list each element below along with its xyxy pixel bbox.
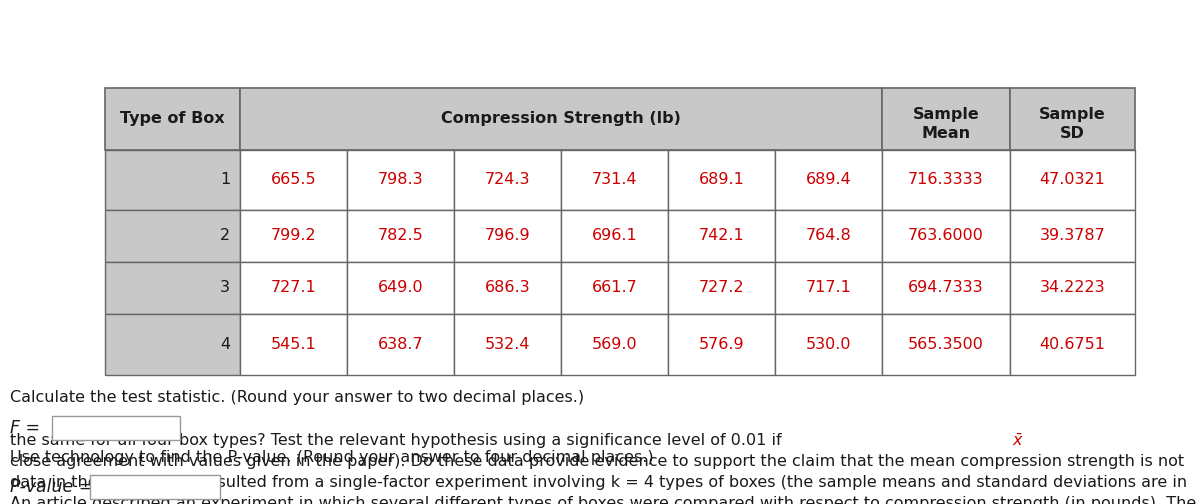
Text: 576.9: 576.9 [698, 337, 744, 352]
Text: 763.6000: 763.6000 [908, 228, 984, 243]
Bar [106, 150, 240, 210]
Text: 796.9: 796.9 [485, 228, 530, 243]
Bar [882, 314, 1010, 375]
Text: 696.1: 696.1 [592, 228, 637, 243]
Text: Calculate the test statistic. (Round your answer to two decimal places.): Calculate the test statistic. (Round you… [10, 390, 584, 405]
Text: 569.0: 569.0 [592, 337, 637, 352]
Bar [882, 150, 1010, 210]
Bar [562, 314, 668, 375]
Bar [106, 314, 240, 375]
Text: 3: 3 [220, 281, 230, 295]
Bar [240, 262, 347, 314]
Bar [882, 262, 1010, 314]
Bar [52, 416, 180, 440]
Bar [1010, 88, 1135, 150]
Bar [882, 88, 1010, 150]
Text: 530.0: 530.0 [805, 337, 851, 352]
Text: 727.2: 727.2 [698, 281, 744, 295]
Text: 47.0321: 47.0321 [1039, 172, 1105, 187]
Text: F =: F = [10, 419, 40, 437]
Text: Sample
SD: Sample SD [1039, 107, 1106, 141]
Bar [882, 210, 1010, 262]
Text: 694.7333: 694.7333 [908, 281, 984, 295]
Text: 689.4: 689.4 [805, 172, 851, 187]
Text: Use technology to find the ​P​-value. (Round your answer to four decimal places.: Use technology to find the ​P​-value. (R… [10, 450, 654, 465]
Text: 742.1: 742.1 [698, 228, 744, 243]
Bar [668, 262, 775, 314]
Text: 649.0: 649.0 [378, 281, 424, 295]
Bar [347, 262, 454, 314]
Text: 545.1: 545.1 [271, 337, 317, 352]
Bar [1010, 150, 1135, 210]
Text: 665.5: 665.5 [271, 172, 317, 187]
Bar [562, 150, 668, 210]
Text: 4: 4 [220, 337, 230, 352]
Text: 724.3: 724.3 [485, 172, 530, 187]
Bar [240, 150, 347, 210]
Text: 686.3: 686.3 [485, 281, 530, 295]
Bar [668, 314, 775, 375]
Bar [775, 150, 882, 210]
Bar [106, 262, 240, 314]
Bar [454, 150, 562, 210]
Text: 717.1: 717.1 [805, 281, 852, 295]
Text: 565.3500: 565.3500 [908, 337, 984, 352]
Bar [454, 210, 562, 262]
Bar [1010, 262, 1135, 314]
Bar [347, 314, 454, 375]
Text: 782.5: 782.5 [378, 228, 424, 243]
Text: 638.7: 638.7 [378, 337, 424, 352]
Bar [668, 210, 775, 262]
Text: 40.6751: 40.6751 [1039, 337, 1105, 352]
Bar [562, 210, 668, 262]
Text: Sample
Mean: Sample Mean [913, 107, 979, 141]
Bar [454, 314, 562, 375]
Bar [454, 262, 562, 314]
Text: $\bar{x}$: $\bar{x}$ [1013, 433, 1025, 449]
Bar [240, 210, 347, 262]
Text: 2: 2 [220, 228, 230, 243]
Text: 689.1: 689.1 [698, 172, 744, 187]
Text: close agreement with values given in the paper). Do these data provide evidence : close agreement with values given in the… [10, 454, 1184, 469]
Text: 661.7: 661.7 [592, 281, 637, 295]
Text: 34.2223: 34.2223 [1039, 281, 1105, 295]
Text: Compression Strength (lb): Compression Strength (lb) [442, 111, 680, 127]
Bar [668, 150, 775, 210]
Bar [240, 314, 347, 375]
Bar [775, 314, 882, 375]
Text: 532.4: 532.4 [485, 337, 530, 352]
Text: 798.3: 798.3 [378, 172, 424, 187]
Text: 39.3787: 39.3787 [1039, 228, 1105, 243]
Text: 799.2: 799.2 [271, 228, 317, 243]
Bar [240, 88, 882, 150]
Bar [1010, 314, 1135, 375]
Text: 716.3333: 716.3333 [908, 172, 984, 187]
Bar [347, 210, 454, 262]
Bar [775, 210, 882, 262]
Bar [347, 150, 454, 210]
Text: the same for all four box types? Test the relevant hypothesis using a significan: the same for all four box types? Test th… [10, 433, 787, 448]
Text: An article described an experiment in which several different types of boxes wer: An article described an experiment in wh… [10, 496, 1196, 504]
Bar [90, 475, 220, 499]
Bar [1010, 210, 1135, 262]
Bar [106, 210, 240, 262]
Text: data in the table below resulted from a single-factor experiment involving k = 4: data in the table below resulted from a … [10, 475, 1187, 490]
Bar [562, 262, 668, 314]
Text: 727.1: 727.1 [271, 281, 317, 295]
Bar [775, 262, 882, 314]
Text: 731.4: 731.4 [592, 172, 637, 187]
Text: 1: 1 [220, 172, 230, 187]
Text: 764.8: 764.8 [805, 228, 851, 243]
Text: P-value =: P-value = [10, 478, 94, 496]
Bar [106, 88, 240, 150]
Text: Type of Box: Type of Box [120, 111, 224, 127]
